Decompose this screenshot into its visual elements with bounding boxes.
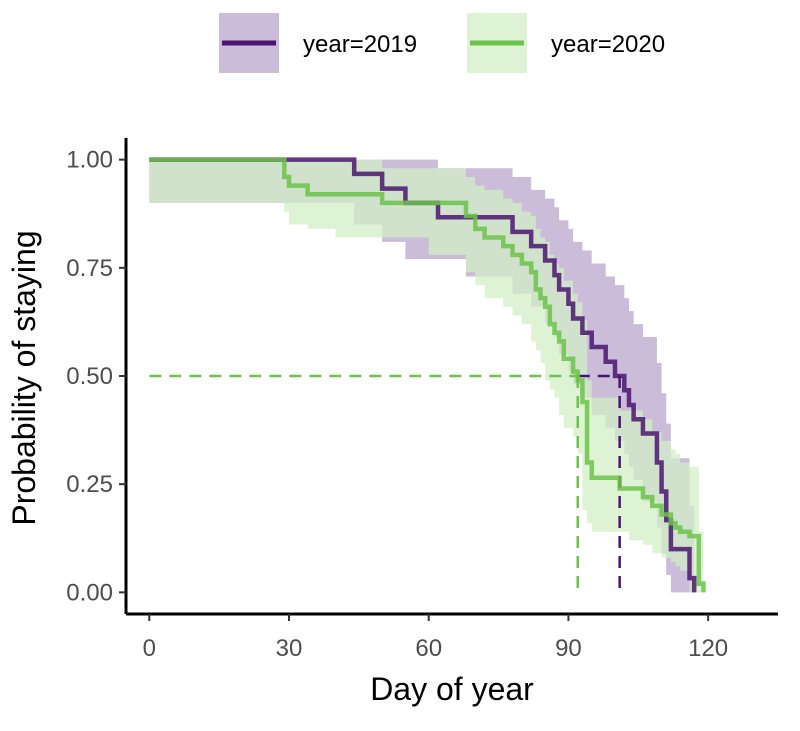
- survival-curves: [149, 157, 706, 593]
- x-axis-title: Day of year: [370, 671, 534, 707]
- x-tick-label: 90: [555, 635, 582, 662]
- x-tick-label: 30: [276, 635, 303, 662]
- y-tick-label: 0.00: [66, 579, 113, 606]
- x-tick-label: 60: [415, 635, 442, 662]
- legend-label-year-2020: year=2020: [551, 31, 665, 58]
- legend-label-year-2019: year=2019: [303, 31, 417, 58]
- confidence-bands: [149, 159, 704, 593]
- y-axis-title: Probability of staying: [6, 230, 42, 525]
- survival-curve-year-2019: [149, 157, 697, 593]
- median-guides: [149, 374, 621, 593]
- axes: 0.00 0.25 0.50 0.75 1.00 0 30 60 90 120: [66, 138, 778, 662]
- x-tick-label: 120: [688, 635, 728, 662]
- legend: year=2019 year=2020: [219, 13, 665, 73]
- x-tick-label: 0: [143, 635, 156, 662]
- y-tick-label: 0.75: [66, 255, 113, 282]
- y-tick-label: 0.50: [66, 363, 113, 390]
- y-tick-label: 1.00: [66, 147, 113, 174]
- survival-curve-year-2020: [149, 157, 706, 593]
- y-tick-label: 0.25: [66, 471, 113, 498]
